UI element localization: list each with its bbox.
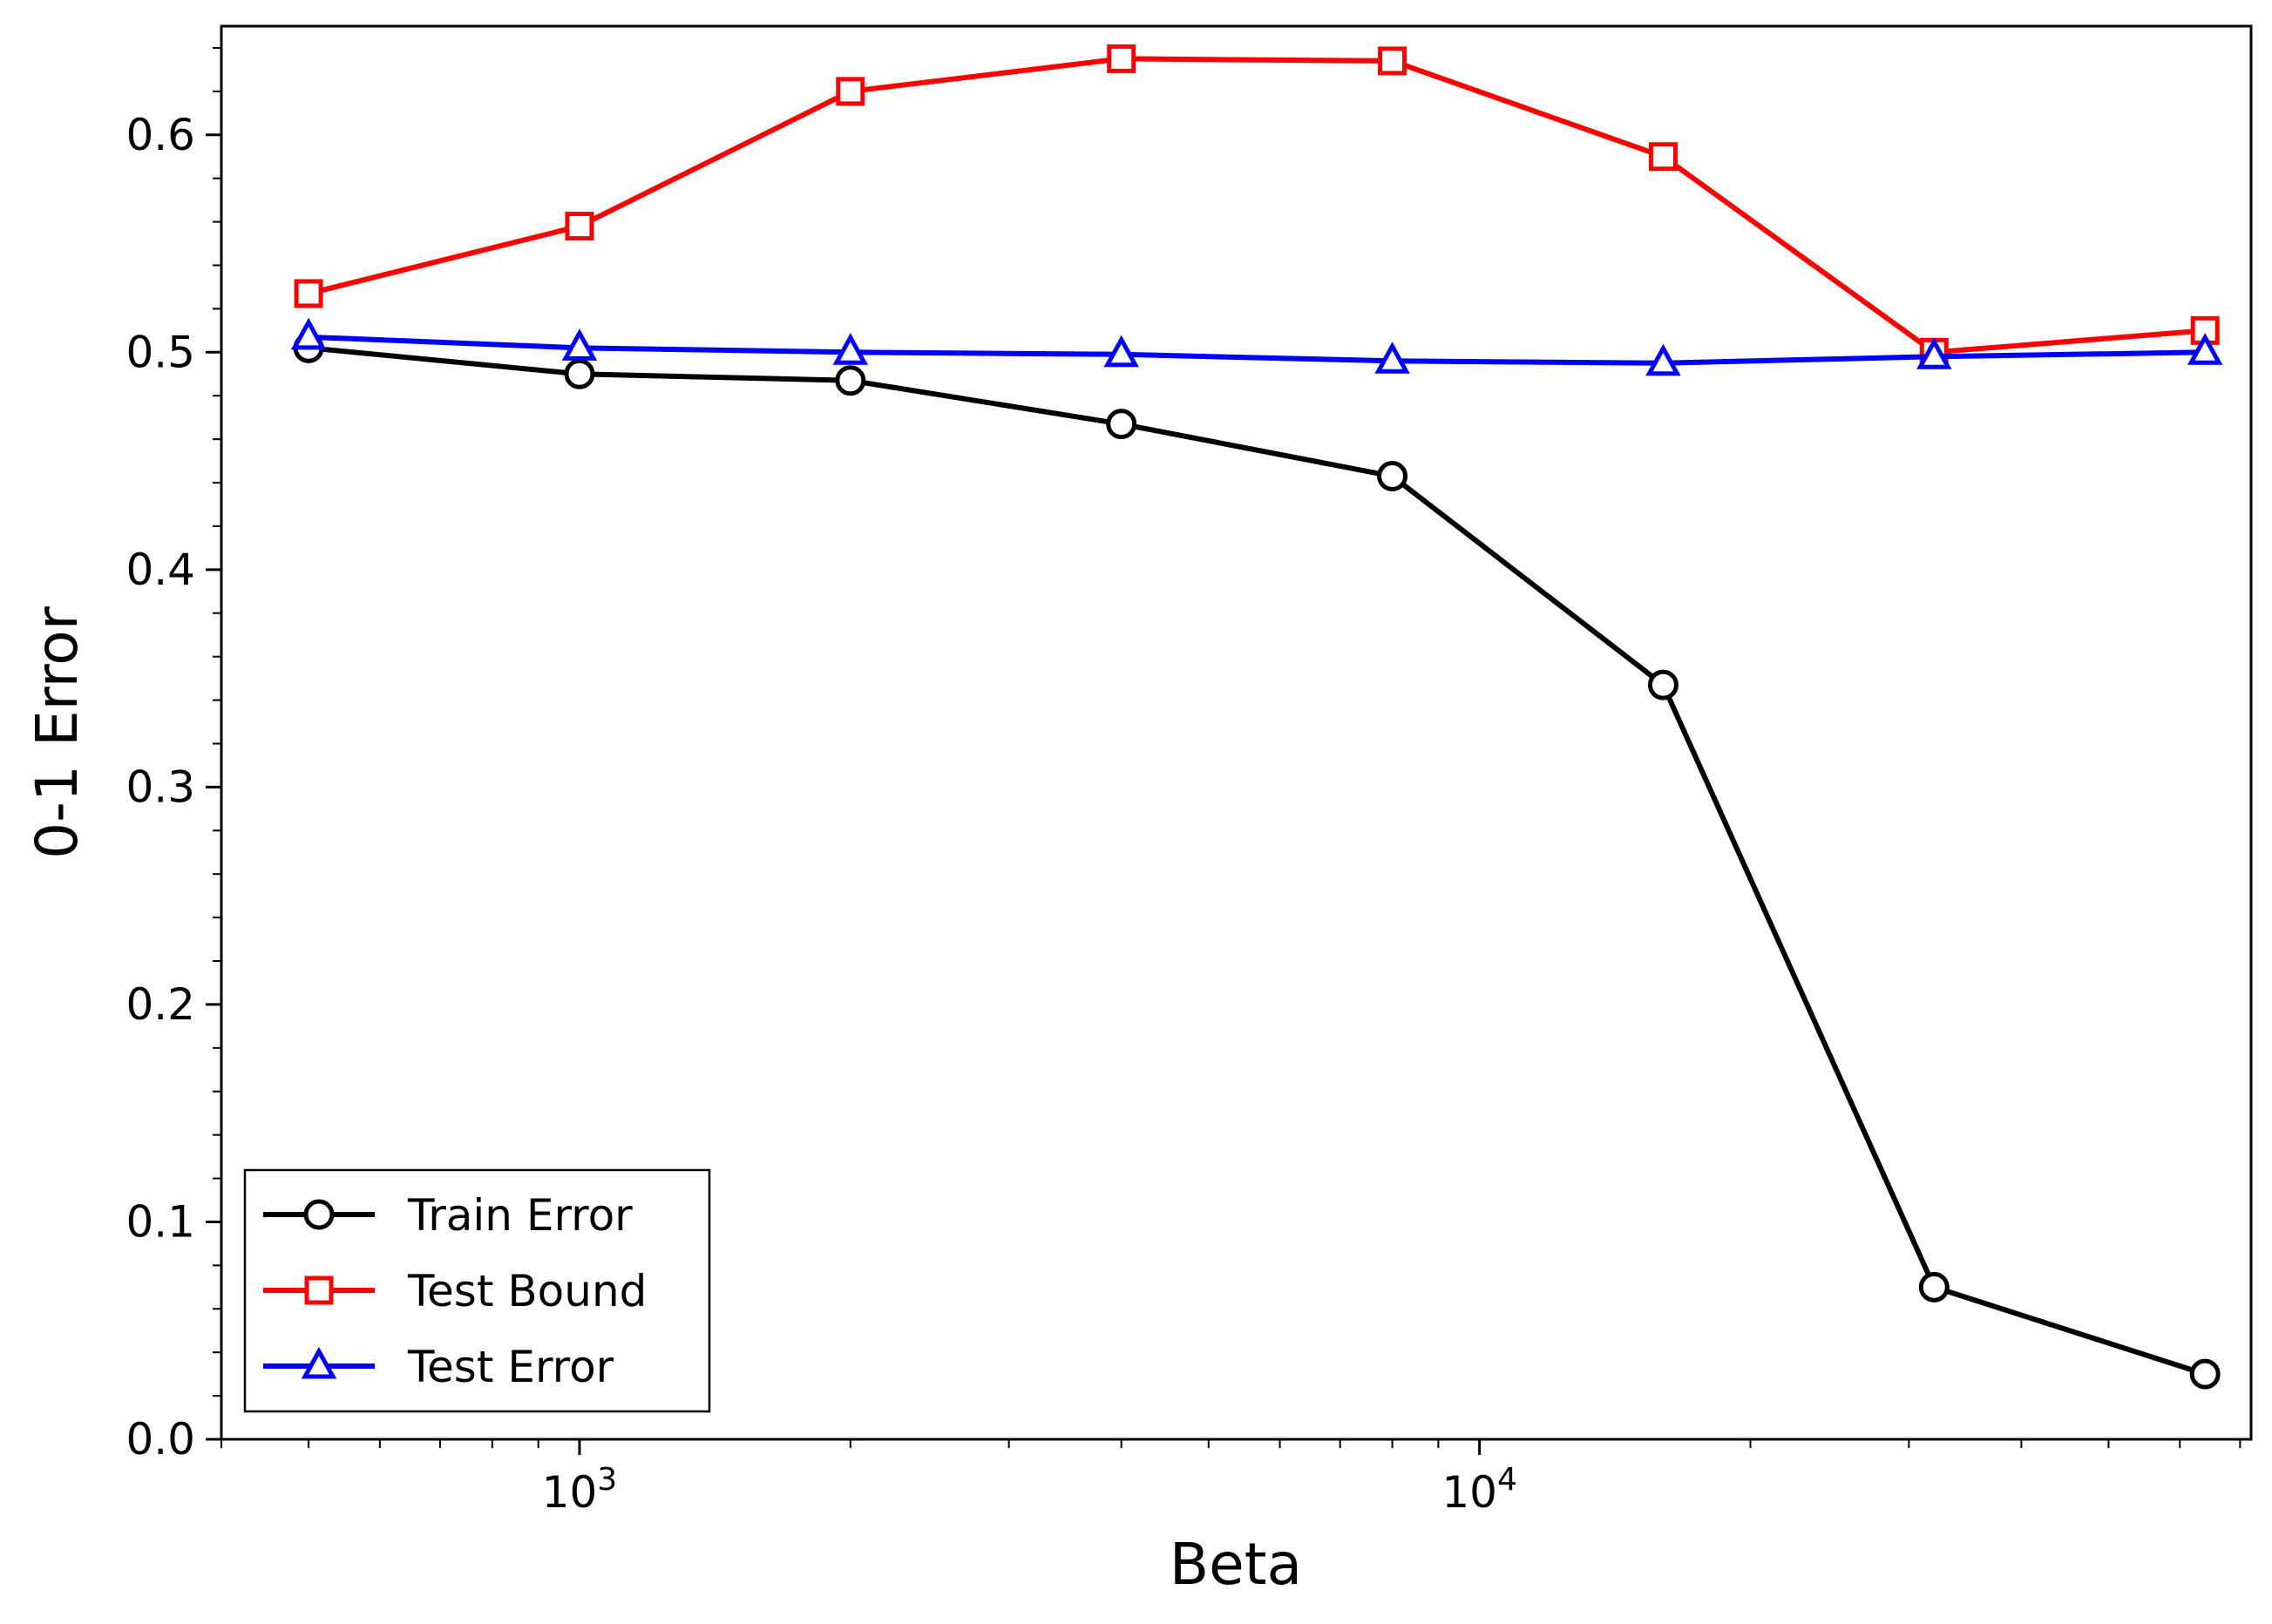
plot-frame	[220, 24, 2253, 1441]
train-error-point	[1647, 669, 1679, 700]
train-error-point	[564, 358, 595, 389]
legend-label: Test Error	[407, 1342, 614, 1392]
x-tick-label: 104	[1441, 1462, 1517, 1518]
train-error-line	[308, 345, 2207, 1377]
x-tick-base: 10	[1441, 1467, 1497, 1518]
y-tick-label: 0.3	[125, 761, 195, 812]
y-tick-label: 0.5	[125, 327, 195, 377]
test-error-point	[1916, 337, 1952, 369]
test-error-line	[308, 334, 2206, 366]
y-tick-label: 0.0	[125, 1414, 195, 1465]
legend-item-test-bound: Test Bound	[263, 1266, 647, 1316]
test-bound-point	[565, 212, 594, 241]
legend: Train Error Test Bound Test Error	[243, 1168, 711, 1413]
legend-marker	[304, 1276, 334, 1305]
test-error-point	[561, 328, 598, 361]
x-axis-title: Beta	[1170, 1531, 1302, 1598]
legend-label: Test Bound	[407, 1266, 647, 1316]
x-tick-label: 103	[542, 1462, 618, 1518]
test-error-point	[1103, 335, 1139, 368]
train-error-point	[835, 365, 866, 396]
test-bound-point	[1378, 46, 1407, 76]
x-tick-base: 10	[542, 1467, 598, 1518]
test-error-point	[832, 333, 869, 365]
y-axis-title: 0-1 Error	[24, 606, 91, 859]
test-bound-point	[836, 77, 865, 106]
data-series	[290, 44, 2223, 1390]
legend-items: Train Error Test Bound Test Error	[263, 1190, 647, 1392]
train-error-point	[2189, 1358, 2221, 1390]
test-error-point	[2187, 333, 2223, 365]
test-error-point	[290, 317, 327, 350]
legend-marker	[301, 1346, 337, 1379]
test-bound-point	[1107, 44, 1136, 73]
legend-marker	[303, 1199, 335, 1230]
train-error-point	[1377, 461, 1408, 492]
y-tick-label: 0.4	[125, 545, 195, 595]
test-bound-point	[1648, 142, 1678, 172]
test-bound-line	[308, 56, 2206, 355]
legend-item-test-error: Test Error	[263, 1342, 614, 1392]
x-tick-exponent: 3	[597, 1462, 617, 1498]
test-bound-point	[294, 279, 323, 308]
y-tick-label: 0.2	[125, 979, 195, 1030]
legend-item-train-error: Train Error	[263, 1190, 633, 1241]
y-tick-label: 0.6	[125, 110, 195, 160]
test-error-series	[290, 317, 2223, 376]
train-error-series	[293, 332, 2221, 1390]
test-error-point	[1645, 343, 1681, 376]
test-error-point	[1374, 342, 1410, 374]
y-tick-label: 0.1	[125, 1196, 195, 1247]
train-error-point	[1918, 1271, 1950, 1303]
legend-label: Train Error	[407, 1190, 633, 1241]
x-tick-exponent: 4	[1497, 1462, 1517, 1498]
train-error-point	[1106, 409, 1137, 440]
